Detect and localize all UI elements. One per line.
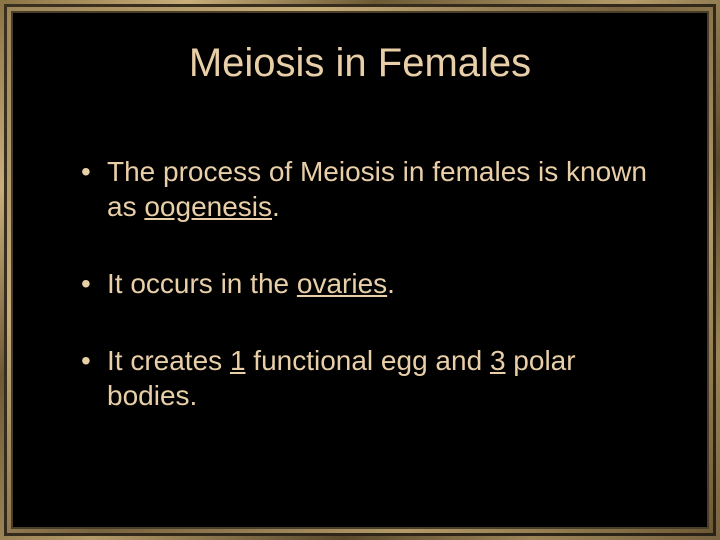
slide-frame-mid2: Meiosis in Females The process of Meiosi… — [7, 7, 713, 533]
bullet-text-pre: It creates — [107, 345, 230, 376]
bullet-item: The process of Meiosis in females is kno… — [89, 154, 657, 224]
bullet-text-post: . — [272, 191, 280, 222]
bullet-text-mid: functional egg and — [246, 345, 490, 376]
bullet-item: It occurs in the ovaries. — [89, 266, 657, 301]
slide-frame-outer: Meiosis in Females The process of Meiosi… — [0, 0, 720, 540]
bullet-item: It creates 1 functional egg and 3 polar … — [89, 343, 657, 413]
slide-title: Meiosis in Females — [63, 41, 657, 86]
slide-content: Meiosis in Females The process of Meiosi… — [11, 11, 709, 529]
bullet-text-pre: It occurs in the — [107, 268, 297, 299]
bullet-list: The process of Meiosis in females is kno… — [63, 154, 657, 413]
bullet-text-underlined: ovaries — [297, 268, 387, 299]
bullet-text-underlined-2: 3 — [490, 345, 506, 376]
bullet-text-underlined: oogenesis — [144, 191, 272, 222]
slide-frame-mid1: Meiosis in Females The process of Meiosi… — [4, 4, 716, 536]
bullet-text-underlined: 1 — [230, 345, 246, 376]
bullet-text-post: . — [387, 268, 395, 299]
